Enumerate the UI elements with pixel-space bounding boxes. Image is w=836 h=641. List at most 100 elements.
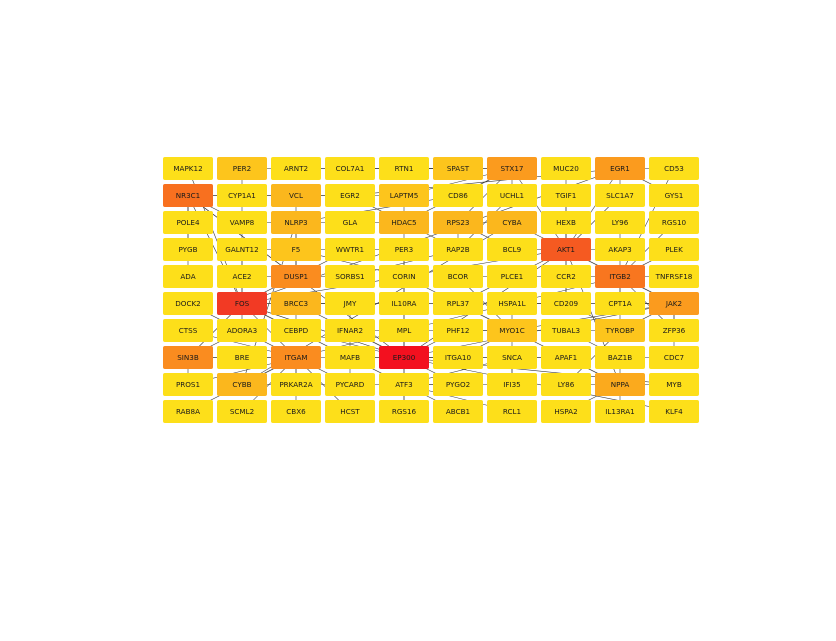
gene-node-ccr2[interactable]: CCR2 [541, 265, 591, 288]
gene-node-nr3c1[interactable]: NR3C1 [163, 184, 213, 207]
gene-node-corin[interactable]: CORIN [379, 265, 429, 288]
gene-node-atf3[interactable]: ATF3 [379, 373, 429, 396]
gene-node-galnt12[interactable]: GALNT12 [217, 238, 267, 261]
gene-node-itgam[interactable]: ITGAM [271, 346, 321, 369]
gene-node-ifnar2[interactable]: IFNAR2 [325, 319, 375, 342]
gene-node-dusp1[interactable]: DUSP1 [271, 265, 321, 288]
gene-node-rcl1[interactable]: RCL1 [487, 400, 537, 423]
gene-node-tyrobp[interactable]: TYROBP [595, 319, 645, 342]
gene-node-brcc3[interactable]: BRCC3 [271, 292, 321, 315]
gene-node-zfp36[interactable]: ZFP36 [649, 319, 699, 342]
gene-node-adora3[interactable]: ADORA3 [217, 319, 267, 342]
gene-node-abcb1[interactable]: ABCB1 [433, 400, 483, 423]
gene-node-rap2b[interactable]: RAP2B [433, 238, 483, 261]
gene-node-cd53[interactable]: CD53 [649, 157, 699, 180]
gene-node-gys1[interactable]: GYS1 [649, 184, 699, 207]
gene-node-cybb[interactable]: CYBB [217, 373, 267, 396]
gene-node-bcl9[interactable]: BCL9 [487, 238, 537, 261]
gene-node-gla[interactable]: GLA [325, 211, 375, 234]
gene-node-cpt1a[interactable]: CPT1A [595, 292, 645, 315]
gene-node-rgs10[interactable]: RGS10 [649, 211, 699, 234]
gene-node-cyba[interactable]: CYBA [487, 211, 537, 234]
gene-node-ep300[interactable]: EP300 [379, 346, 429, 369]
gene-node-itga10[interactable]: ITGA10 [433, 346, 483, 369]
gene-node-uchl1[interactable]: UCHL1 [487, 184, 537, 207]
gene-node-rtn1[interactable]: RTN1 [379, 157, 429, 180]
gene-node-ly96[interactable]: LY96 [595, 211, 645, 234]
gene-node-per2[interactable]: PER2 [217, 157, 267, 180]
gene-node-myo1c[interactable]: MYO1C [487, 319, 537, 342]
gene-node-egr1[interactable]: EGR1 [595, 157, 645, 180]
gene-node-vcl[interactable]: VCL [271, 184, 321, 207]
gene-node-pycard[interactable]: PYCARD [325, 373, 375, 396]
gene-node-mpl[interactable]: MPL [379, 319, 429, 342]
gene-node-slc1a7[interactable]: SLC1A7 [595, 184, 645, 207]
gene-node-ifi35[interactable]: IFI35 [487, 373, 537, 396]
gene-node-ctss[interactable]: CTSS [163, 319, 213, 342]
gene-node-rps23[interactable]: RPS23 [433, 211, 483, 234]
gene-node-fos[interactable]: FOS [217, 292, 267, 315]
gene-node-wwtr1[interactable]: WWTR1 [325, 238, 375, 261]
gene-node-cd86[interactable]: CD86 [433, 184, 483, 207]
gene-node-mafb[interactable]: MAFB [325, 346, 375, 369]
gene-node-cd209[interactable]: CD209 [541, 292, 591, 315]
gene-node-pros1[interactable]: PROS1 [163, 373, 213, 396]
gene-node-plek[interactable]: PLEK [649, 238, 699, 261]
gene-node-rgs16[interactable]: RGS16 [379, 400, 429, 423]
gene-node-nlrp3[interactable]: NLRP3 [271, 211, 321, 234]
gene-node-bre[interactable]: BRE [217, 346, 267, 369]
gene-node-klf4[interactable]: KLF4 [649, 400, 699, 423]
gene-node-ada[interactable]: ADA [163, 265, 213, 288]
gene-node-cbx6[interactable]: CBX6 [271, 400, 321, 423]
gene-node-f5[interactable]: F5 [271, 238, 321, 261]
gene-node-arnt2[interactable]: ARNT2 [271, 157, 321, 180]
gene-node-nppa[interactable]: NPPA [595, 373, 645, 396]
gene-node-col7a1[interactable]: COL7A1 [325, 157, 375, 180]
gene-node-mapk12[interactable]: MAPK12 [163, 157, 213, 180]
gene-node-akap3[interactable]: AKAP3 [595, 238, 645, 261]
gene-node-hcst[interactable]: HCST [325, 400, 375, 423]
gene-node-bcor[interactable]: BCOR [433, 265, 483, 288]
gene-node-myb[interactable]: MYB [649, 373, 699, 396]
gene-node-dock2[interactable]: DOCK2 [163, 292, 213, 315]
gene-node-snca[interactable]: SNCA [487, 346, 537, 369]
gene-node-hspa1l[interactable]: HSPA1L [487, 292, 537, 315]
gene-node-il13ra1[interactable]: IL13RA1 [595, 400, 645, 423]
gene-node-plce1[interactable]: PLCE1 [487, 265, 537, 288]
gene-node-per3[interactable]: PER3 [379, 238, 429, 261]
gene-node-muc20[interactable]: MUC20 [541, 157, 591, 180]
gene-node-tgif1[interactable]: TGIF1 [541, 184, 591, 207]
gene-node-pygb[interactable]: PYGB [163, 238, 213, 261]
gene-node-spast[interactable]: SPAST [433, 157, 483, 180]
gene-node-prkar2a[interactable]: PRKAR2A [271, 373, 321, 396]
gene-node-cdc7[interactable]: CDC7 [649, 346, 699, 369]
gene-node-pole4[interactable]: POLE4 [163, 211, 213, 234]
gene-node-ace2[interactable]: ACE2 [217, 265, 267, 288]
gene-node-hspa2[interactable]: HSPA2 [541, 400, 591, 423]
gene-node-stx17[interactable]: STX17 [487, 157, 537, 180]
gene-node-il10ra[interactable]: IL10RA [379, 292, 429, 315]
gene-node-laptm5[interactable]: LAPTM5 [379, 184, 429, 207]
gene-node-tnfrsf18[interactable]: TNFRSF18 [649, 265, 699, 288]
gene-node-sorbs1[interactable]: SORBS1 [325, 265, 375, 288]
gene-node-scml2[interactable]: SCML2 [217, 400, 267, 423]
gene-node-tubal3[interactable]: TUBAL3 [541, 319, 591, 342]
gene-node-itgb2[interactable]: ITGB2 [595, 265, 645, 288]
gene-node-vamp8[interactable]: VAMP8 [217, 211, 267, 234]
gene-node-hdac5[interactable]: HDAC5 [379, 211, 429, 234]
gene-node-sin3b[interactable]: SIN3B [163, 346, 213, 369]
gene-node-apaf1[interactable]: APAF1 [541, 346, 591, 369]
gene-node-jak2[interactable]: JAK2 [649, 292, 699, 315]
gene-node-pygo2[interactable]: PYGO2 [433, 373, 483, 396]
gene-node-akt1[interactable]: AKT1 [541, 238, 591, 261]
gene-node-baz1b[interactable]: BAZ1B [595, 346, 645, 369]
gene-node-hexb[interactable]: HEXB [541, 211, 591, 234]
gene-node-rab8a[interactable]: RAB8A [163, 400, 213, 423]
gene-node-jmy[interactable]: JMY [325, 292, 375, 315]
gene-node-rpl37[interactable]: RPL37 [433, 292, 483, 315]
gene-node-ly86[interactable]: LY86 [541, 373, 591, 396]
gene-node-cebpd[interactable]: CEBPD [271, 319, 321, 342]
gene-node-cyp1a1[interactable]: CYP1A1 [217, 184, 267, 207]
gene-node-egr2[interactable]: EGR2 [325, 184, 375, 207]
gene-node-phf12[interactable]: PHF12 [433, 319, 483, 342]
